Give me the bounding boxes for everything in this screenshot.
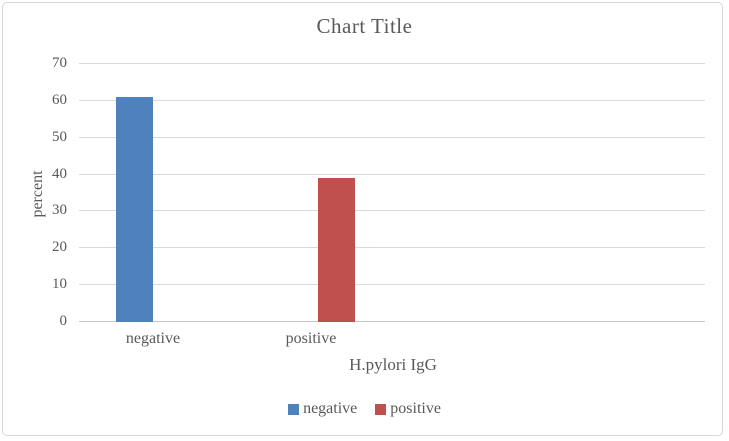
legend: negative positive	[0, 400, 729, 418]
legend-swatch-negative	[288, 403, 300, 415]
y-tick-label: 70	[52, 55, 67, 71]
y-tick-label: 10	[52, 276, 67, 293]
legend-item-positive: positive	[375, 400, 441, 418]
legend-label: negative	[303, 400, 358, 417]
x-category-label: positive	[285, 330, 337, 347]
y-tick-label: 60	[52, 91, 67, 108]
plot-area	[79, 63, 705, 322]
gridline	[79, 136, 705, 138]
gridline	[79, 247, 705, 249]
gridline	[79, 63, 705, 64]
bar-positive	[317, 178, 355, 322]
gridline	[79, 99, 705, 101]
chart-title: Chart Title	[316, 14, 413, 38]
gridline	[79, 284, 705, 286]
y-tick-label: 0	[59, 313, 68, 329]
y-tick-label: 40	[52, 165, 67, 182]
legend-item-negative: negative	[288, 400, 357, 418]
gridline	[79, 210, 705, 212]
bar-negative	[115, 97, 153, 322]
gridline	[79, 321, 705, 322]
x-axis-title: H.pylori IgG	[349, 355, 437, 374]
y-tick-label: 30	[52, 202, 67, 219]
y-tick-label: 50	[52, 128, 67, 145]
legend-swatch-positive	[375, 403, 387, 415]
chart-border	[2, 2, 723, 436]
y-axis-title: percent	[29, 170, 46, 218]
gridline	[79, 173, 705, 175]
legend-label: positive	[390, 400, 441, 417]
y-tick-label: 20	[52, 239, 67, 256]
x-category-label: negative	[125, 330, 181, 347]
